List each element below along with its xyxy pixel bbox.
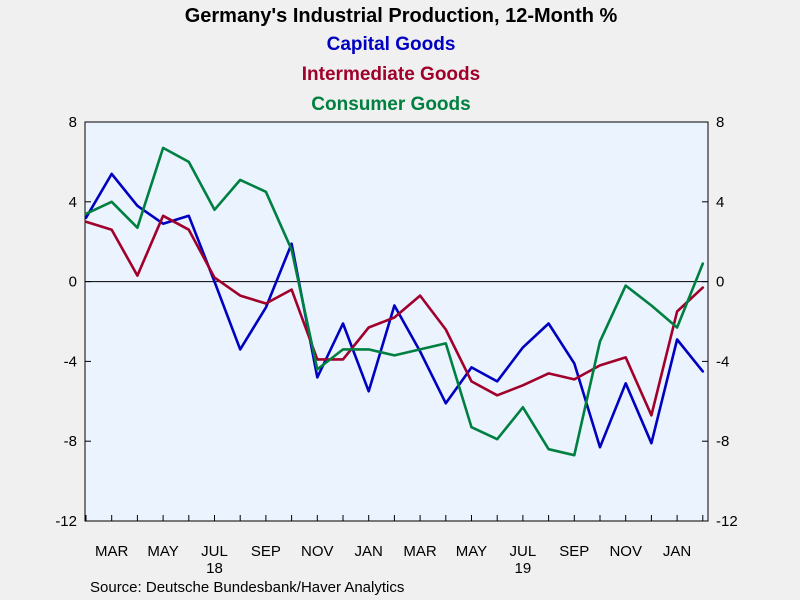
series-line-consumer-goods: [84, 146, 705, 457]
x-tick-label: NOV: [609, 543, 642, 560]
x-tick-label: MAR: [95, 543, 129, 560]
x-year-label: 18: [206, 560, 223, 577]
legend: Capital Goods Intermediate Goods Consumer …: [302, 34, 480, 115]
y-tick-label-left: 8: [69, 114, 77, 131]
y-axis-left: 8 4 0 -4 -8 -12: [55, 114, 91, 530]
y-tick-label-right: -4: [716, 353, 729, 370]
y-axis-right: 8 4 0 -4 -8 -12: [702, 114, 738, 530]
x-tick-label: JUL: [201, 543, 228, 560]
series-line-intermediate-goods: [84, 214, 705, 417]
chart-title: Germany's Industrial Production, 12-Mont…: [185, 5, 618, 27]
plot-area: [84, 121, 709, 522]
x-tick-label: MAY: [456, 543, 487, 560]
x-tick-label: SEP: [559, 543, 589, 560]
y-tick-label-right: -12: [716, 513, 738, 530]
legend-entry: Consumer Goods: [311, 94, 470, 115]
x-tick-label: MAY: [147, 543, 178, 560]
legend-entry: Intermediate Goods: [302, 64, 480, 85]
y-tick-label-right: -8: [716, 433, 729, 450]
x-year-label: 19: [515, 560, 532, 577]
x-tick-label: JAN: [355, 543, 383, 560]
x-tick-label: JAN: [663, 543, 691, 560]
y-tick-label-left: -8: [64, 433, 77, 450]
x-tick-label: NOV: [301, 543, 334, 560]
x-tick-label: MAR: [403, 543, 437, 560]
y-tick-label-left: -12: [55, 513, 77, 530]
y-tick-label-left: 0: [69, 274, 77, 291]
series-line-capital-goods: [84, 172, 705, 449]
x-tick-label: JUL: [510, 543, 537, 560]
x-tick-label: SEP: [251, 543, 281, 560]
legend-entry: Capital Goods: [327, 34, 456, 55]
x-axis: MAR MAY JUL SEP NOV JAN MAR MAY JUL SEP NOV JAN 18 19: [85, 515, 704, 577]
y-tick-label-right: 4: [716, 194, 724, 211]
series-lines: [84, 146, 705, 457]
y-tick-label-right: 0: [716, 274, 724, 291]
source-text: Source: Deutsche Bundesbank/Haver Analyt…: [90, 579, 404, 596]
y-tick-label-left: -4: [64, 353, 77, 370]
y-tick-label-left: 4: [69, 194, 77, 211]
y-tick-label-right: 8: [716, 114, 724, 131]
